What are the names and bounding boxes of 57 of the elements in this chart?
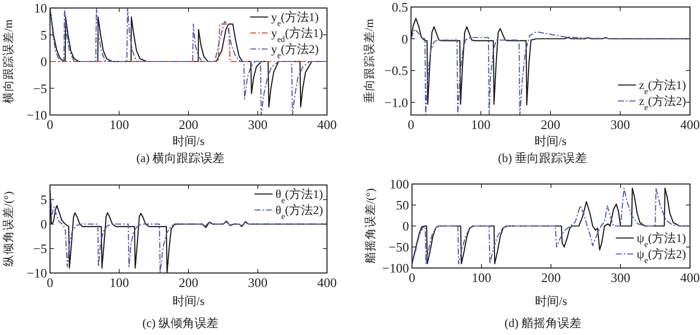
x-tick-label: 300 <box>610 270 630 285</box>
y-axis-title: 纵倾角误差/(°) <box>2 191 15 267</box>
y-tick-label: 5 <box>40 27 47 42</box>
x-tick-label: 200 <box>541 270 561 285</box>
y-axis-title: 垂向跟踪误差/m <box>362 18 376 104</box>
y-tick-label: 100 <box>390 176 409 192</box>
y-tick-label: 50 <box>396 198 409 212</box>
x-tick-label: 200 <box>540 117 560 132</box>
y-tick-label: −1.0 <box>384 94 408 110</box>
legend-label: θ$_{e}$(方法2) <box>276 203 323 220</box>
x-tick-label: 400 <box>317 275 337 290</box>
y-tick-label: 0 <box>402 31 408 46</box>
y-tick-label: −100 <box>382 260 409 276</box>
y-tick-label: −50 <box>388 240 409 254</box>
legend-label: y$_{e}$(方法2) <box>271 42 319 60</box>
y-axis-title: 横向跟踪误差/m <box>1 19 15 104</box>
y-tick-label: −5 <box>33 241 47 256</box>
legend-label: y$_{e}$(方法1) <box>271 10 319 28</box>
x-tick-label: 400 <box>680 117 700 132</box>
y-tick-label: −0.5 <box>384 63 408 78</box>
y-tick-label: 0.5 <box>392 0 408 14</box>
x-axis-title: 时间/s <box>172 134 205 148</box>
legend-label: y$_{ed}$(方法1) <box>271 26 323 44</box>
legend-label: ψ$_{e}$(方法2) <box>636 247 686 264</box>
y-tick-label: 0 <box>402 218 409 234</box>
x-tick-label: 200 <box>178 275 198 290</box>
y-axis-title: 艏摇角误差/(°) <box>364 188 377 264</box>
text: (b) 垂向跟踪误差 <box>498 151 587 165</box>
y-tick-label: 10 <box>34 0 47 16</box>
x-tick-label: 100 <box>110 275 129 290</box>
y-tick-label: 0 <box>40 216 47 232</box>
x-tick-label: 300 <box>248 117 268 132</box>
x-tick-label: 400 <box>680 270 700 285</box>
legend-label: z$_{e}$(方法2) <box>638 94 686 112</box>
x-axis-title: 时间/s <box>534 134 567 148</box>
x-tick-label: 100 <box>471 117 490 132</box>
x-tick-label: 100 <box>472 270 492 285</box>
legend-label: ψ$_{e}$(方法1) <box>636 231 686 248</box>
text: (c) 纵倾角误差 <box>142 316 219 330</box>
x-tick-label: 100 <box>110 117 129 132</box>
x-tick-label: 300 <box>610 117 630 132</box>
line-series <box>411 28 690 115</box>
y-tick-label: 0 <box>40 54 47 69</box>
y-tick-label: −10 <box>26 108 47 122</box>
text: (a) 横向跟踪误差 <box>136 151 225 165</box>
legend-label: z$_{e}$(方法1) <box>638 78 686 96</box>
y-tick-label: 5 <box>40 192 47 208</box>
y-tick-label: −10 <box>26 266 47 280</box>
x-tick-label: 300 <box>248 275 268 290</box>
legend-label: θ$_{e}$(方法1) <box>276 187 323 204</box>
text: (d) 艏摇角误差 <box>504 316 582 330</box>
line-series <box>412 188 690 264</box>
x-axis-title: 时间/s <box>534 294 568 308</box>
x-axis-title: 时间/s <box>172 294 205 308</box>
y-tick-label: −5 <box>33 80 47 96</box>
x-tick-label: 400 <box>317 117 337 132</box>
x-tick-label: 200 <box>178 117 198 132</box>
